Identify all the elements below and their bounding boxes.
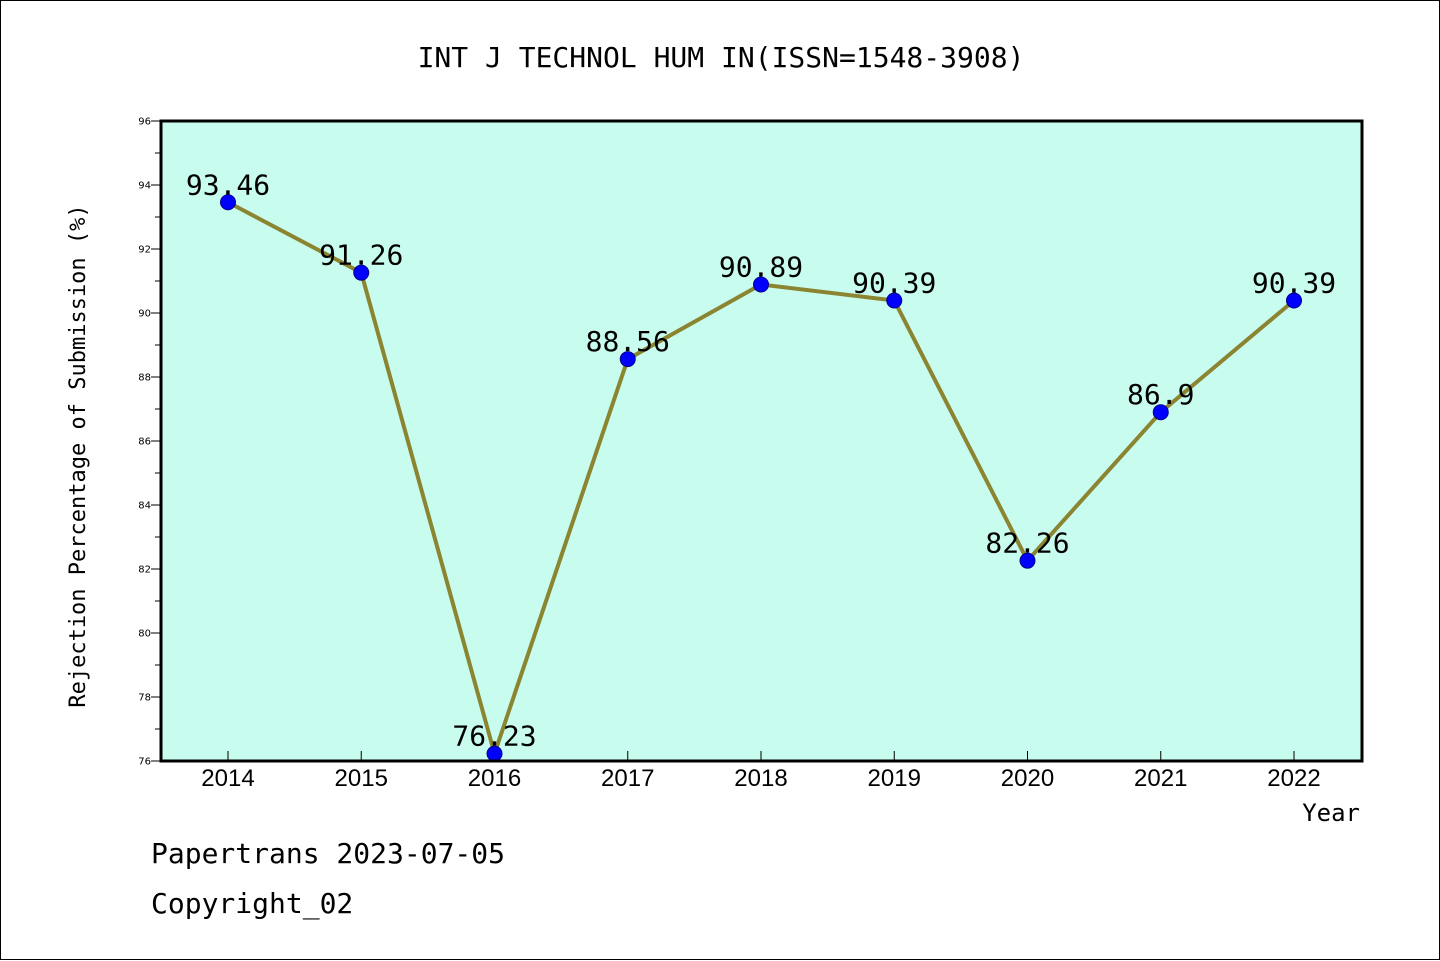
y-tick-label: 80 (138, 629, 151, 640)
x-tick-label: 2018 (734, 765, 787, 792)
x-tick-label: 2017 (601, 765, 654, 792)
footer-copyright: Copyright_02 (151, 887, 354, 920)
data-label: 82.26 (985, 527, 1069, 560)
x-tick-label: 2016 (468, 765, 521, 792)
y-tick-label: 92 (138, 245, 151, 256)
y-tick-label: 86 (138, 437, 151, 448)
data-point (753, 276, 769, 293)
data-point (1152, 404, 1169, 421)
series-layer: 93.46 91.26 76.23 88.56 90.89 90.39 82.26 86.9 9… (186, 168, 1336, 762)
y-tick-label: 90 (138, 309, 151, 320)
y-tick-label: 84 (138, 501, 151, 512)
data-label: 90.39 (1252, 267, 1336, 300)
y-axis-label: Rejection Percentage of Submission (%) (66, 204, 91, 707)
data-label: 91.26 (319, 239, 403, 272)
y-tick-label: 96 (138, 117, 151, 128)
y-tick-label: 94 (138, 181, 151, 192)
data-point (1286, 292, 1302, 309)
x-axis-label: Year (1302, 799, 1360, 827)
data-label: 76.23 (452, 720, 536, 753)
x-tick-label: 2022 (1267, 765, 1320, 792)
chart-title: INT J TECHNOL HUM IN(ISSN=1548-3908) (418, 41, 1025, 74)
x-tick-label: 2020 (1001, 765, 1054, 792)
data-point (353, 264, 370, 281)
y-axis-ticks: 76 78 80 82 84 86 88 90 92 94 96 (138, 117, 161, 768)
data-label: 90.39 (852, 267, 936, 300)
data-label: 86.9 (1127, 378, 1194, 411)
footer-papertrans: Papertrans 2023-07-05 (151, 837, 506, 870)
x-tick-label: 2019 (868, 765, 921, 792)
data-point (1019, 552, 1036, 569)
x-tick-label: 2021 (1134, 765, 1187, 792)
y-tick-label: 88 (138, 373, 151, 384)
x-tick-label: 2015 (335, 765, 388, 792)
plot-area (161, 121, 1362, 761)
data-label: 88.56 (586, 325, 670, 358)
x-tick-label: 2014 (201, 765, 254, 792)
data-label: 93.46 (186, 168, 270, 201)
y-tick-label: 76 (138, 757, 151, 768)
y-tick-label: 82 (138, 565, 151, 576)
data-point (619, 351, 636, 368)
x-axis-ticks: 2014 2015 2016 2017 2018 2019 2020 2021 2022 (201, 751, 1321, 792)
data-point (220, 194, 236, 211)
data-label: 90.89 (719, 251, 803, 284)
y-tick-label: 78 (138, 693, 151, 704)
data-point (886, 292, 903, 309)
plot-border (159, 119, 1364, 763)
